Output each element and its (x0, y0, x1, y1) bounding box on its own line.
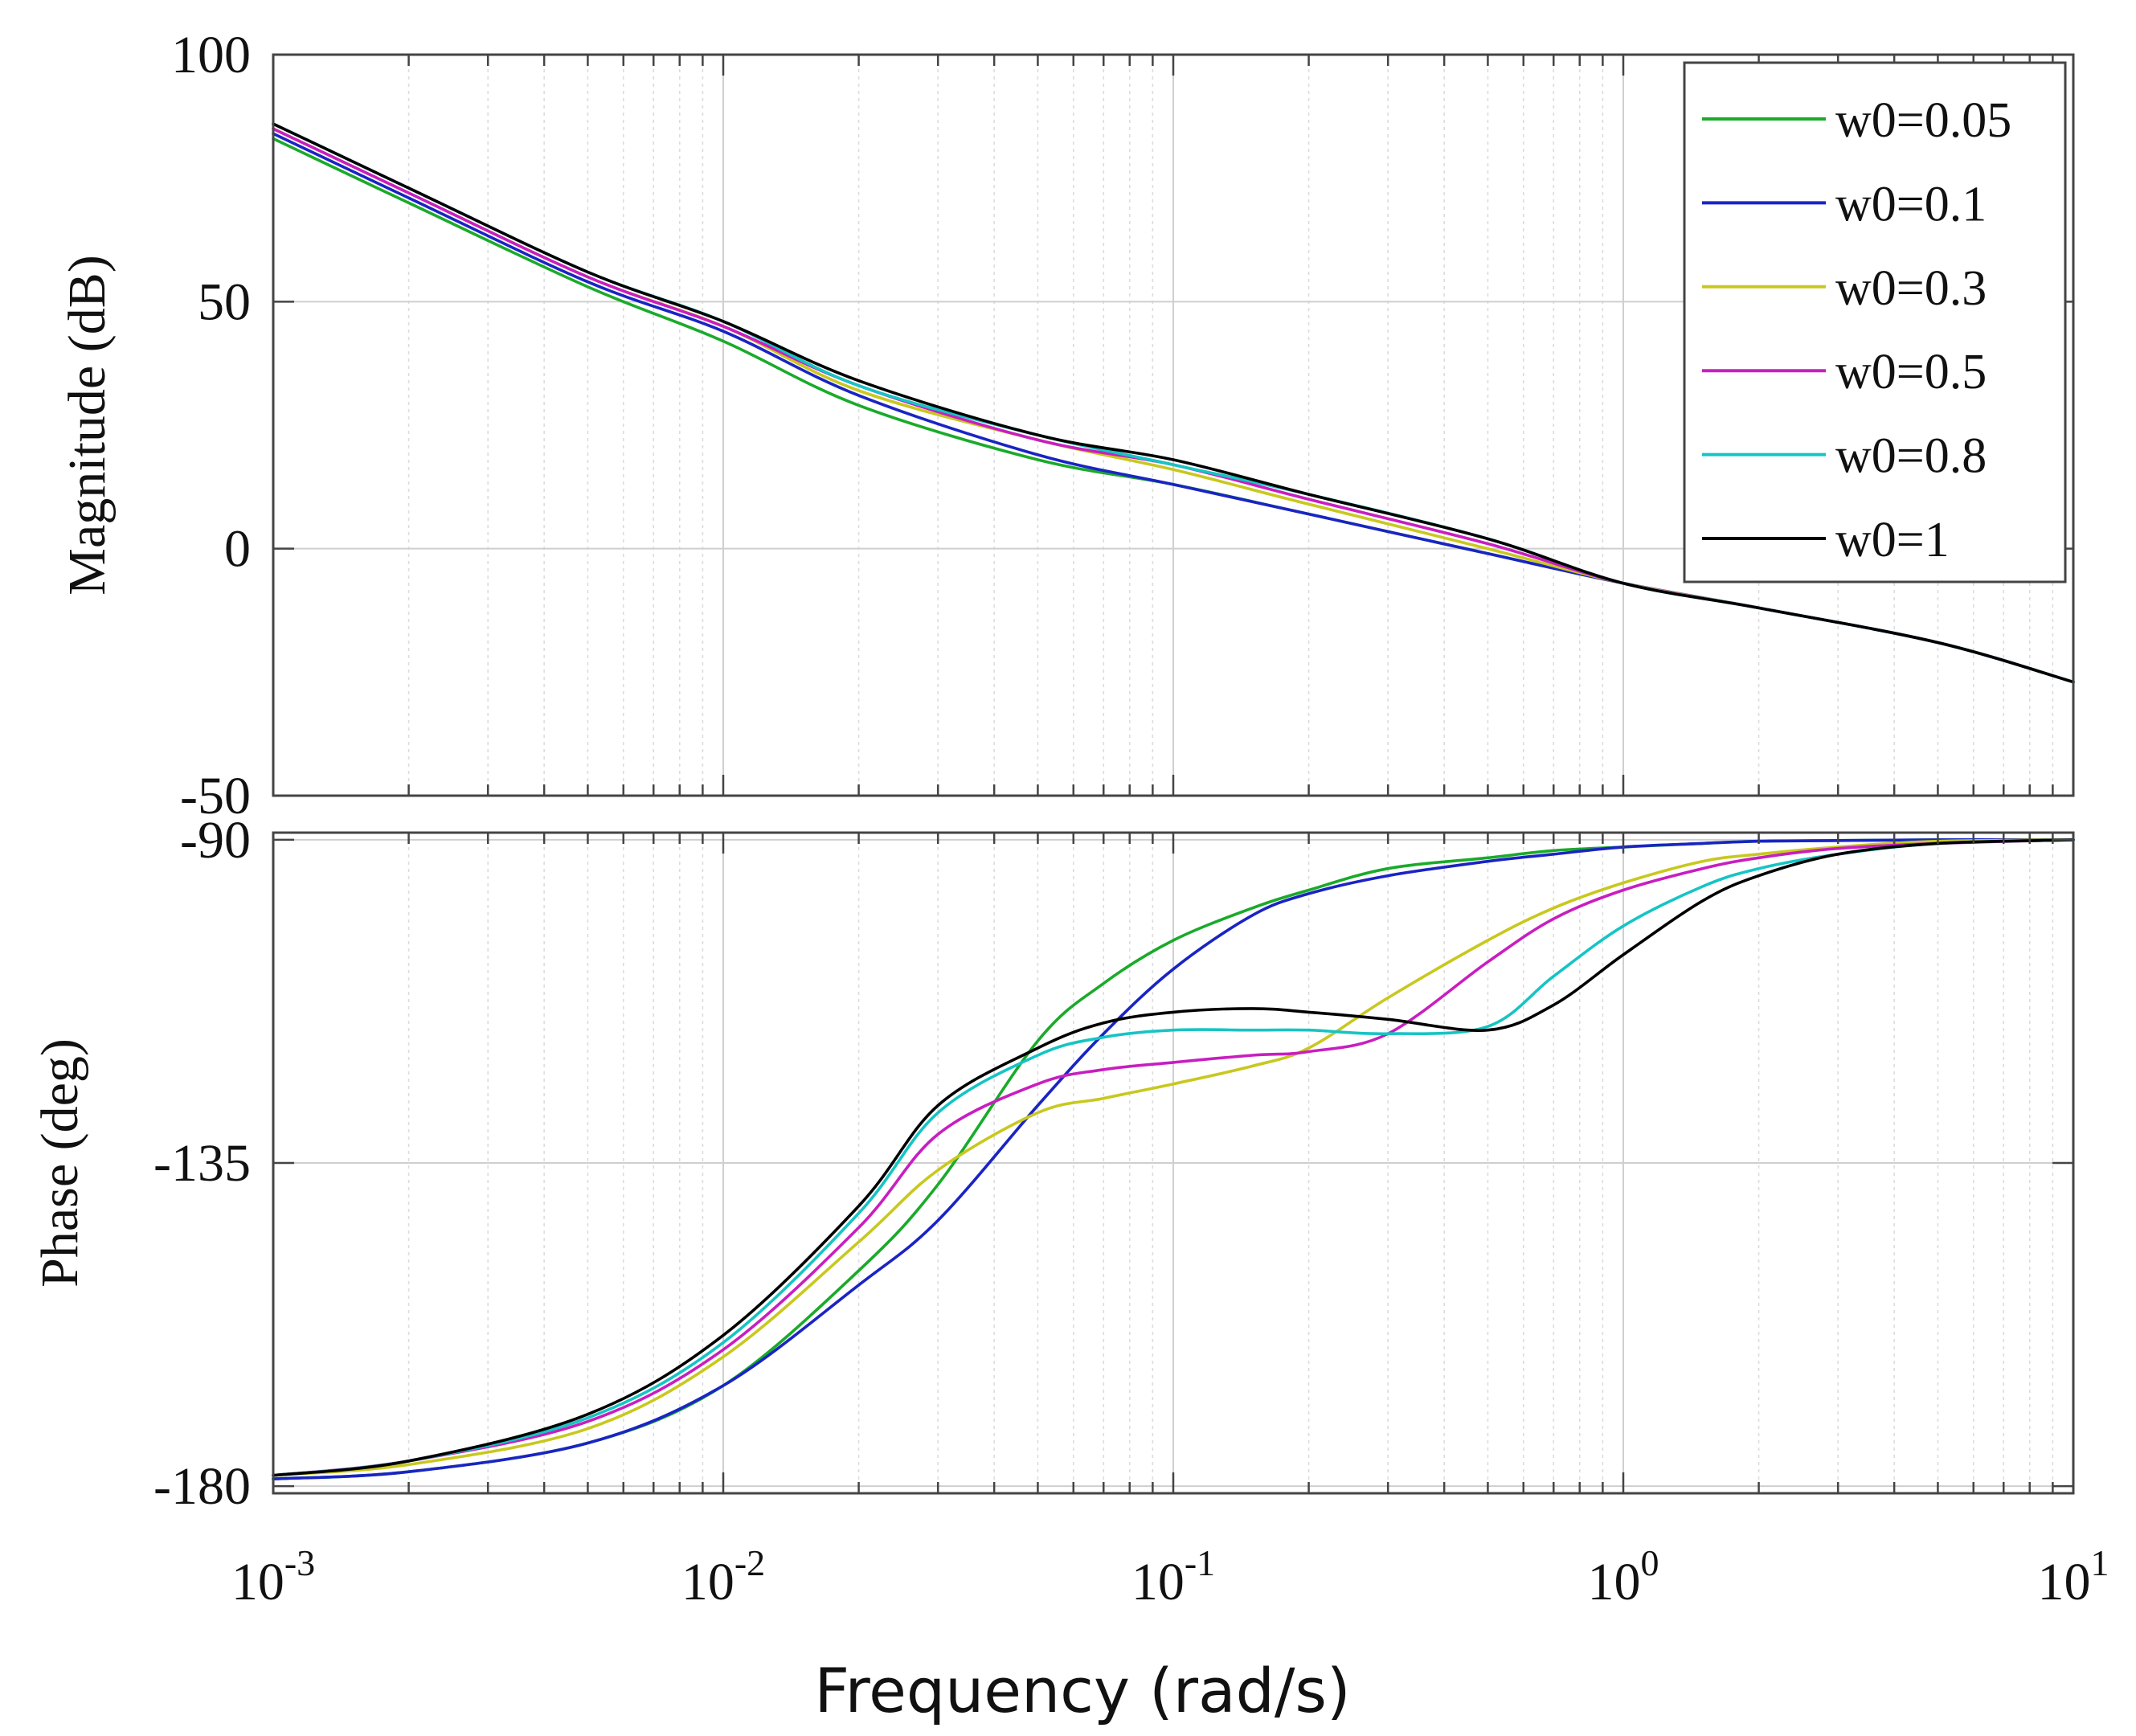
phase-y-tick-label: -135 (153, 1134, 251, 1193)
magnitude-y-tick-label: 100 (171, 26, 251, 84)
legend-label: w0=0.5 (1835, 345, 1987, 399)
magnitude-curves (272, 122, 2075, 684)
phase-series-w0-0.3 (272, 838, 2075, 1477)
magnitude-y-tick-label: 0 (224, 520, 251, 579)
legend-entry: w0=0.8 (1702, 429, 1987, 484)
legend-label: w0=0.8 (1835, 429, 1987, 484)
x-axis-title: Frequency (rad/s) (814, 1655, 1350, 1726)
phase-curves (272, 838, 2075, 1480)
phase-series-w0-0.1 (272, 838, 2075, 1480)
phase-series-w0-0.5 (272, 838, 2075, 1477)
legend-label: w0=1 (1835, 513, 1950, 567)
legend-label: w0=0.3 (1835, 261, 1987, 316)
legend-box (1683, 61, 2067, 583)
magnitude-ylabel: Magnitude (dB) (58, 255, 117, 595)
phase-series-w0-1 (272, 838, 2075, 1477)
legend-entries: w0=0.05 w0=0.1 w0=0.3 w0=0.5 w0=0.8 w0=1 (1702, 93, 2011, 567)
x-tick-label: 100 (1588, 1542, 1659, 1611)
legend-entry: w0=0.05 (1702, 93, 2011, 148)
phase-series-w0-0.8 (272, 838, 2075, 1477)
legend-entry: w0=0.1 (1702, 177, 1987, 231)
magnitude-y-tick-labels: -50 0 50 100 (171, 26, 251, 825)
legend-entry: w0=0.3 (1702, 261, 1987, 316)
x-tick-labels: 10-3 10-2 10-1 100 101 (231, 1542, 2109, 1611)
legend-entry: w0=1 (1702, 513, 1950, 567)
magnitude-y-tick-label: -50 (180, 767, 251, 825)
phase-panel: -180 -135 -90 Phase (deg) (31, 811, 2075, 1516)
x-tick-label: 10-1 (1131, 1542, 1215, 1611)
x-tick-label: 101 (2038, 1542, 2109, 1611)
x-tick-label: 10-3 (231, 1542, 315, 1611)
x-tick-label: 10-2 (681, 1542, 765, 1611)
magnitude-y-tick-label: 50 (198, 272, 251, 331)
phase-ticks (273, 833, 2073, 1493)
phase-ylabel: Phase (deg) (31, 1038, 89, 1288)
magnitude-series-w0-1 (272, 122, 2075, 684)
legend: w0=0.05 w0=0.1 w0=0.3 w0=0.5 w0=0.8 w0=1 (1683, 61, 2067, 583)
phase-y-tick-label: -90 (180, 811, 251, 870)
legend-label: w0=0.05 (1835, 93, 2011, 148)
phase-y-tick-label: -180 (153, 1457, 251, 1516)
legend-entry: w0=0.5 (1702, 345, 1987, 399)
legend-label: w0=0.1 (1835, 177, 1987, 231)
phase-y-tick-labels: -180 -135 -90 (153, 811, 251, 1516)
